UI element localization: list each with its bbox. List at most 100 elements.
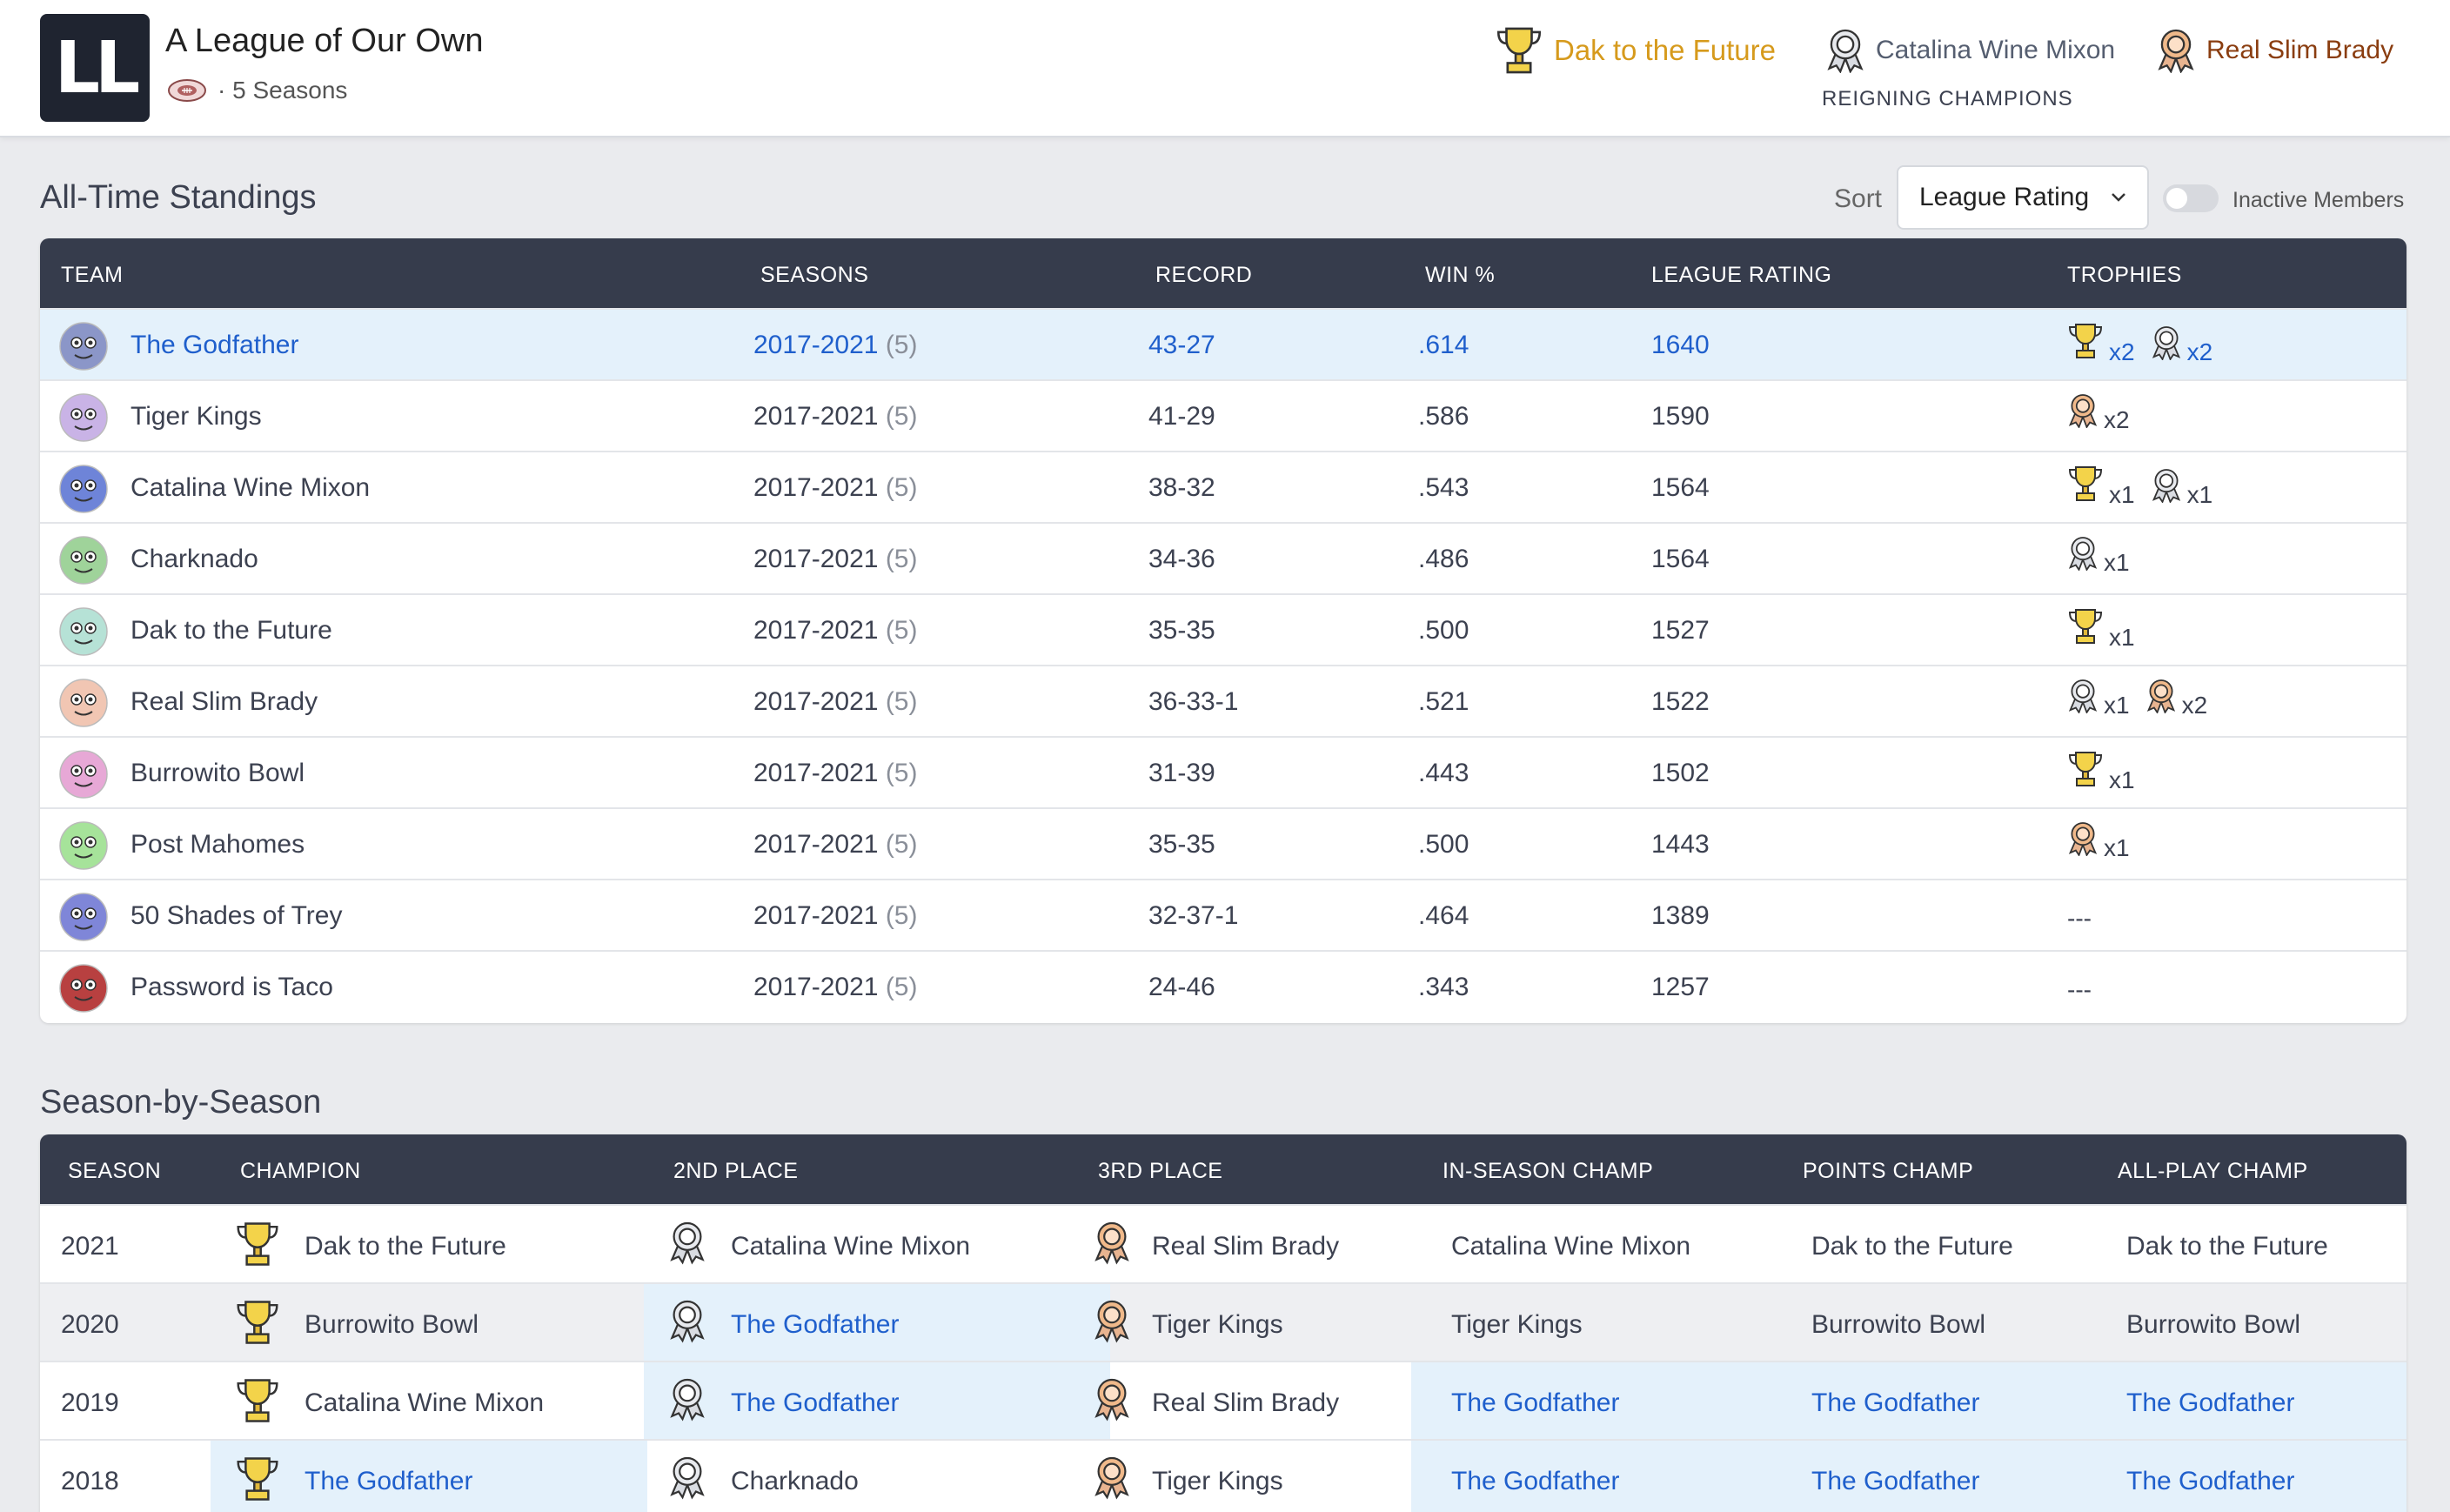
points-team[interactable]: Dak to the Future xyxy=(1811,1232,2013,1261)
gold-trophy-icon xyxy=(235,1298,280,1351)
champion-team[interactable]: Dak to the Future xyxy=(305,1232,506,1261)
in-season-team[interactable]: Catalina Wine Mixon xyxy=(1451,1232,1691,1261)
team-name[interactable]: Tiger Kings xyxy=(131,402,262,431)
third-team[interactable]: Tiger Kings xyxy=(1152,1310,1283,1339)
sort-value: League Rating xyxy=(1919,183,2090,211)
points-team[interactable]: Burrowito Bowl xyxy=(1811,1310,1986,1339)
in-season-team[interactable]: The Godfather xyxy=(1451,1467,1620,1495)
standings-body: The Godfather 2017-2021 (5) 43-27 .614 1640 x… xyxy=(40,308,2406,1021)
second-team[interactable]: The Godfather xyxy=(731,1388,900,1417)
team-name[interactable]: Dak to the Future xyxy=(131,616,332,645)
team-seasons: 2017-2021 (5) xyxy=(753,973,918,1001)
col-2nd-place[interactable]: 2ND PLACE xyxy=(673,1159,799,1183)
col-in-season-champ[interactable]: IN-SEASON CHAMP xyxy=(1443,1159,1654,1183)
team-name[interactable]: Real Slim Brady xyxy=(131,687,318,716)
second-team[interactable]: Catalina Wine Mixon xyxy=(731,1232,971,1261)
team-win-pct: .500 xyxy=(1418,616,1469,645)
team-avatar[interactable] xyxy=(59,821,108,870)
silver-medal-icon xyxy=(668,1376,706,1426)
bronze-medal-icon xyxy=(1093,1376,1131,1426)
team-win-pct: .521 xyxy=(1418,687,1469,716)
col-points-champ[interactable]: POINTS CHAMP xyxy=(1803,1159,1974,1183)
standings-row[interactable]: Real Slim Brady 2017-2021 (5) 36-33-1 .521 1… xyxy=(40,665,2406,736)
team-avatar[interactable] xyxy=(59,465,108,513)
col-all-play-champ[interactable]: ALL-PLAY CHAMP xyxy=(2118,1159,2308,1183)
highlight-cell xyxy=(2107,1362,2406,1439)
col-team[interactable]: TEAM xyxy=(61,263,124,287)
team-name[interactable]: Charknado xyxy=(131,545,258,573)
second-team[interactable]: Charknado xyxy=(731,1467,859,1495)
standings-row[interactable]: Tiger Kings 2017-2021 (5) 41-29 .586 1590 x2 xyxy=(40,379,2406,451)
col-season[interactable]: SEASON xyxy=(68,1159,162,1183)
team-name[interactable]: The Godfather xyxy=(131,331,299,359)
team-avatar[interactable] xyxy=(59,750,108,799)
standings-title: All-Time Standings xyxy=(40,179,317,216)
trophy-count: x1 xyxy=(2104,692,2130,719)
standings-header: TEAM SEASONS RECORD WIN % LEAGUE RATING … xyxy=(40,238,2406,308)
league-logo[interactable]: LL xyxy=(40,14,150,122)
reigning-champion-1st[interactable]: Dak to the Future xyxy=(1495,24,1776,77)
col-league-rating[interactable]: LEAGUE RATING xyxy=(1651,263,1832,287)
third-team[interactable]: Real Slim Brady xyxy=(1152,1388,1340,1417)
in-season-team[interactable]: Tiger Kings xyxy=(1451,1310,1583,1339)
col-champion[interactable]: CHAMPION xyxy=(240,1159,361,1183)
highlight-cell xyxy=(2107,1441,2406,1512)
reigning-champion-2nd[interactable]: Catalina Wine Mixon xyxy=(1825,24,2115,77)
inactive-members-toggle[interactable] xyxy=(2163,184,2219,212)
sort-dropdown[interactable]: League Rating xyxy=(1897,165,2149,230)
all-play-team[interactable]: Burrowito Bowl xyxy=(2126,1310,2301,1339)
league-title: A League of Our Own xyxy=(165,23,484,59)
team-record: 35-35 xyxy=(1148,616,1215,645)
points-team[interactable]: The Godfather xyxy=(1811,1467,1980,1495)
team-avatar[interactable] xyxy=(59,607,108,656)
team-avatar[interactable] xyxy=(59,679,108,727)
second-team[interactable]: The Godfather xyxy=(731,1310,900,1339)
season-table: SEASON CHAMPION 2ND PLACE 3RD PLACE IN-S… xyxy=(40,1134,2406,1512)
standings-row[interactable]: The Godfather 2017-2021 (5) 43-27 .614 1640 x… xyxy=(40,308,2406,379)
team-record: 43-27 xyxy=(1148,331,1215,359)
standings-row[interactable]: Post Mahomes 2017-2021 (5) 35-35 .500 1443 x1 xyxy=(40,807,2406,879)
team-name[interactable]: Catalina Wine Mixon xyxy=(131,473,371,502)
standings-row[interactable]: Catalina Wine Mixon 2017-2021 (5) 38-32 .54… xyxy=(40,451,2406,522)
all-play-team[interactable]: Dak to the Future xyxy=(2126,1232,2328,1261)
champion-team[interactable]: Burrowito Bowl xyxy=(305,1310,479,1339)
col-seasons[interactable]: SEASONS xyxy=(760,263,869,287)
champion-name: Catalina Wine Mixon xyxy=(1876,36,2116,64)
standings-row[interactable]: Dak to the Future 2017-2021 (5) 35-35 .500 1… xyxy=(40,593,2406,665)
silver-medal-icon xyxy=(668,1220,706,1269)
third-team[interactable]: Tiger Kings xyxy=(1152,1467,1283,1495)
team-avatar[interactable] xyxy=(59,964,108,1013)
standings-row[interactable]: 50 Shades of Trey 2017-2021 (5) 32-37-1 .46… xyxy=(40,879,2406,950)
champion-team[interactable]: The Godfather xyxy=(305,1467,473,1495)
col-trophies[interactable]: TROPHIES xyxy=(2067,263,2182,287)
third-team[interactable]: Real Slim Brady xyxy=(1152,1232,1340,1261)
team-record: 35-35 xyxy=(1148,830,1215,859)
team-name[interactable]: 50 Shades of Trey xyxy=(131,901,343,930)
team-win-pct: .614 xyxy=(1418,331,1469,359)
standings-row[interactable]: Burrowito Bowl 2017-2021 (5) 31-39 .443 1502… xyxy=(40,736,2406,807)
team-avatar[interactable] xyxy=(59,893,108,941)
col-win-pct[interactable]: WIN % xyxy=(1425,263,1496,287)
team-avatar[interactable] xyxy=(59,322,108,371)
standings-row[interactable]: Password is Taco 2017-2021 (5) 24-46 .343 12… xyxy=(40,950,2406,1021)
trophy-count: x2 xyxy=(2186,338,2213,365)
team-name[interactable]: Burrowito Bowl xyxy=(131,759,305,787)
no-trophies: --- xyxy=(2067,905,2092,932)
team-avatar[interactable] xyxy=(59,393,108,442)
team-avatar[interactable] xyxy=(59,536,108,585)
col-record[interactable]: RECORD xyxy=(1155,263,1253,287)
team-name[interactable]: Post Mahomes xyxy=(131,830,305,859)
team-league-rating: 1522 xyxy=(1651,687,1710,716)
team-win-pct: .486 xyxy=(1418,545,1469,573)
reigning-champion-3rd[interactable]: Real Slim Brady xyxy=(2156,24,2393,77)
season-header: SEASON CHAMPION 2ND PLACE 3RD PLACE IN-S… xyxy=(40,1134,2406,1204)
champion-team[interactable]: Catalina Wine Mixon xyxy=(305,1388,545,1417)
team-seasons: 2017-2021 (5) xyxy=(753,687,918,716)
points-team[interactable]: The Godfather xyxy=(1811,1388,1980,1417)
standings-row[interactable]: Charknado 2017-2021 (5) 34-36 .486 1564 x1 xyxy=(40,522,2406,593)
col-3rd-place[interactable]: 3RD PLACE xyxy=(1098,1159,1223,1183)
team-name[interactable]: Password is Taco xyxy=(131,973,333,1001)
all-play-team[interactable]: The Godfather xyxy=(2126,1467,2295,1495)
all-play-team[interactable]: The Godfather xyxy=(2126,1388,2295,1417)
in-season-team[interactable]: The Godfather xyxy=(1451,1388,1620,1417)
